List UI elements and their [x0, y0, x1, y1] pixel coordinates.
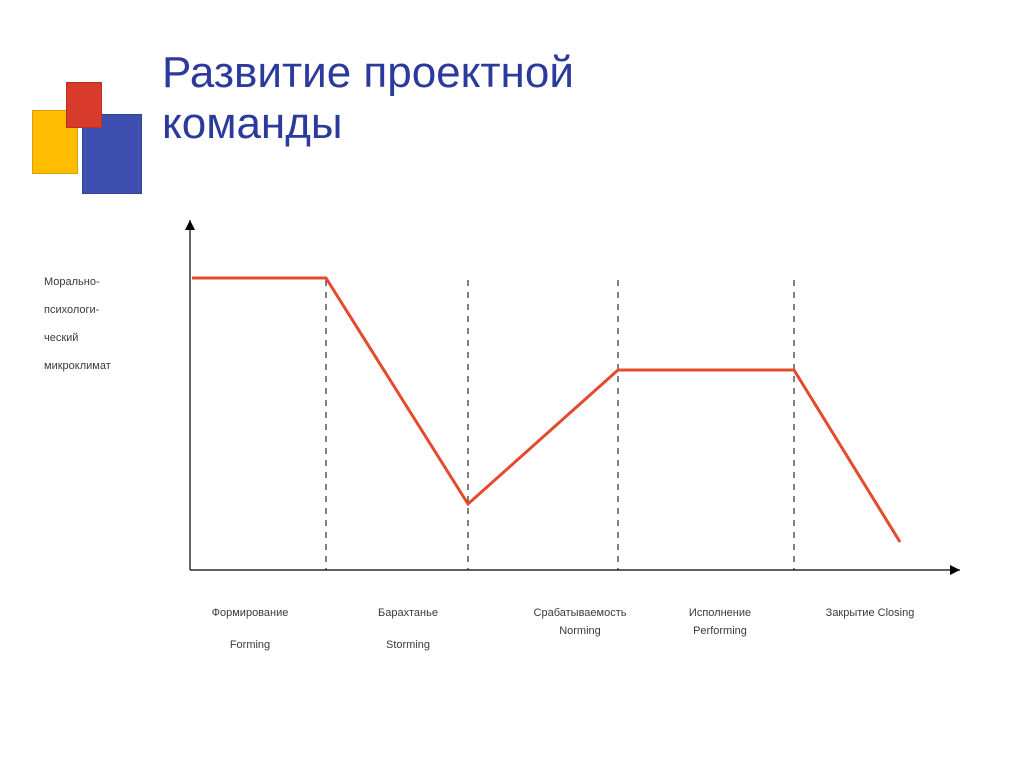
chart-stage-dividers — [326, 280, 794, 570]
chart-axes — [185, 220, 960, 575]
stage-label-performing: ИсполнениеPerforming — [640, 604, 800, 640]
stage-label-forming: ФормированиеForming — [170, 604, 330, 654]
slide: Развитие проектнойкоманды Морально-психо… — [0, 0, 1024, 767]
stage-label-storming: БарахтаньеStorming — [328, 604, 488, 654]
chart — [0, 0, 1024, 767]
stage-label-closing: Закрытие Closing — [790, 604, 950, 622]
y-axis-label: Морально-психологи-ческиймикроклимат — [44, 268, 111, 380]
stage-label-norming: СрабатываемостьNorming — [500, 604, 660, 640]
